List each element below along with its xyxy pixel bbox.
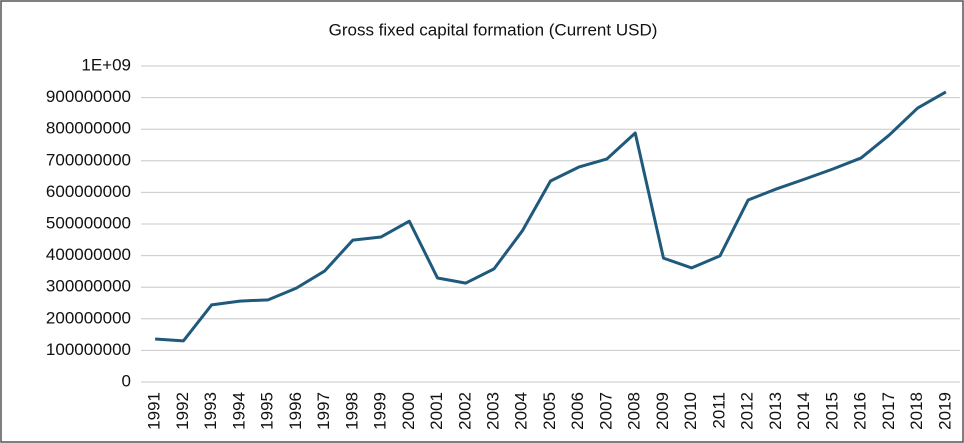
x-tick-label: 2001	[427, 392, 446, 430]
x-tick-label: 2015	[822, 392, 841, 430]
x-tick-label: 2000	[399, 392, 418, 430]
y-tick-label: 1E+09	[81, 55, 131, 74]
x-tick-label: 2009	[653, 392, 672, 430]
y-tick-label: 200000000	[46, 308, 131, 327]
x-tick-label: 2014	[794, 392, 813, 430]
x-tick-label: 1998	[342, 392, 361, 430]
x-tick-label: 2017	[879, 392, 898, 430]
x-tick-label: 1993	[201, 392, 220, 430]
x-tick-label: 2007	[596, 392, 615, 430]
x-tick-label: 2016	[851, 392, 870, 430]
x-tick-label: 2010	[681, 392, 700, 430]
y-tick-label: 400000000	[46, 245, 131, 264]
x-tick-label: 1992	[173, 392, 192, 430]
y-tick-label: 600000000	[46, 182, 131, 201]
x-tick-label: 2013	[766, 392, 785, 430]
y-tick-label: 900000000	[46, 87, 131, 106]
x-tick-label: 2018	[907, 392, 926, 430]
x-tick-label: 1999	[371, 392, 390, 430]
x-tick-label: 2006	[568, 392, 587, 430]
y-tick-label: 800000000	[46, 119, 131, 138]
y-tick-label: 100000000	[46, 340, 131, 359]
y-tick-label: 500000000	[46, 213, 131, 232]
x-tick-label: 1996	[286, 392, 305, 430]
x-tick-label: 2011	[709, 392, 728, 429]
x-tick-label: 1997	[314, 392, 333, 430]
y-tick-label: 700000000	[46, 150, 131, 169]
x-tick-label: 2004	[512, 392, 531, 430]
x-tick-label: 1991	[145, 392, 164, 430]
x-tick-label: 2019	[935, 392, 954, 430]
x-tick-label: 2002	[455, 392, 474, 430]
x-tick-label: 1995	[258, 392, 277, 430]
x-tick-label: 1994	[229, 392, 248, 430]
x-tick-label: 2005	[540, 392, 559, 430]
x-tick-label: 2012	[738, 392, 757, 430]
y-tick-label: 0	[122, 371, 131, 390]
data-line	[155, 90, 947, 343]
x-tick-label: 2003	[484, 392, 503, 430]
y-tick-label: 300000000	[46, 277, 131, 296]
chart-title: Gross fixed capital formation (Current U…	[329, 20, 658, 39]
x-tick-label: 2008	[625, 392, 644, 430]
